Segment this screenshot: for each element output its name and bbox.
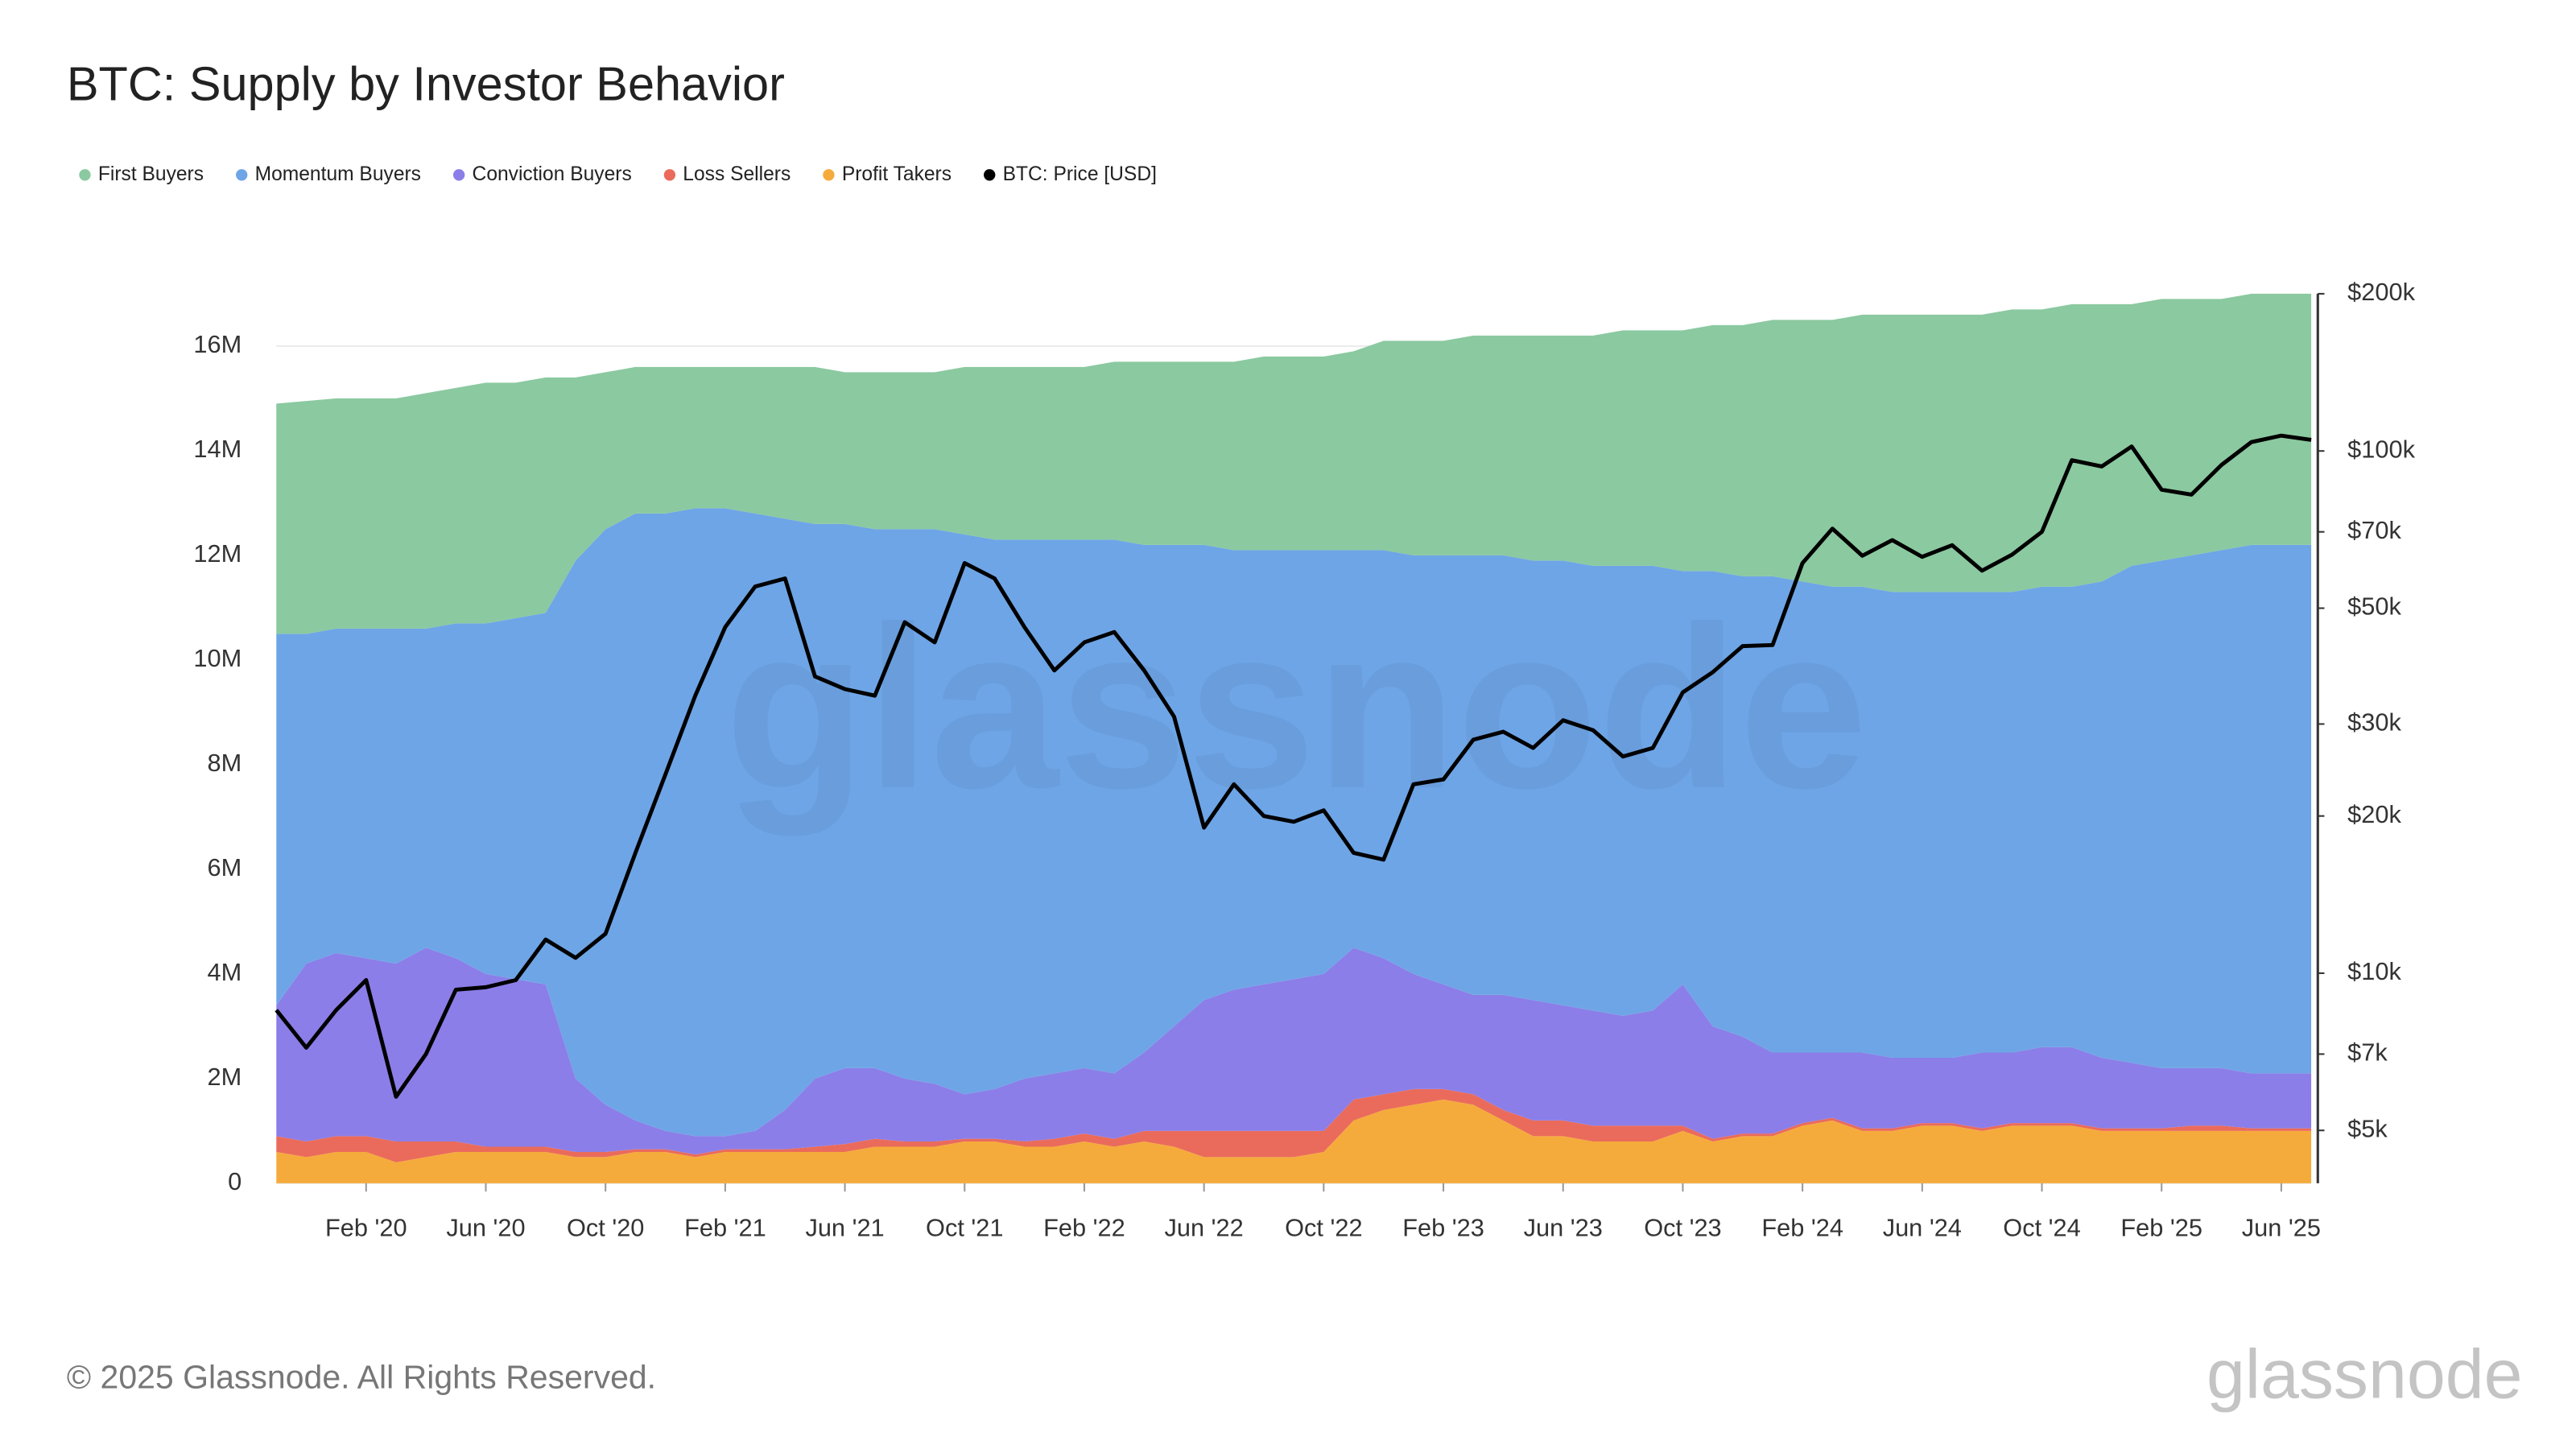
x-tick-label: Feb '25 [2120, 1213, 2202, 1241]
watermark: glassnode [725, 578, 1868, 838]
legend-label: First Buyers [98, 163, 204, 185]
x-tick-label: Jun '22 [1165, 1213, 1244, 1241]
y-tick-label: 4M [208, 958, 242, 986]
y-tick-label: 6M [208, 853, 242, 881]
legend-marker [236, 169, 248, 181]
legend-marker [663, 169, 676, 181]
legend-marker [984, 169, 996, 181]
y2-tick-label: $5k [2347, 1114, 2388, 1142]
legend-marker [452, 169, 465, 181]
x-tick-label: Jun '25 [2242, 1213, 2321, 1241]
legend-label: Conviction Buyers [473, 163, 632, 185]
y2-tick-label: $70k [2347, 516, 2401, 544]
y-tick-label: 16M [193, 330, 242, 358]
x-tick-label: Oct '23 [1644, 1213, 1721, 1241]
y-tick-label: 12M [193, 539, 242, 568]
x-tick-label: Feb '20 [325, 1213, 407, 1241]
y2-tick-label: $50k [2347, 592, 2401, 621]
y2-tick-label: $100k [2347, 435, 2415, 463]
x-tick-label: Jun '24 [1883, 1213, 1962, 1241]
y-tick-label: 2M [208, 1063, 242, 1091]
area [276, 1099, 2312, 1183]
x-tick-label: Oct '20 [567, 1213, 644, 1241]
y2-tick-label: $20k [2347, 800, 2401, 828]
legend-marker [823, 169, 835, 181]
logo: glassnode [2207, 1336, 2523, 1414]
y-tick-label: 0 [228, 1167, 242, 1195]
y-tick-label: 14M [193, 435, 242, 463]
x-tick-label: Feb '21 [684, 1213, 766, 1241]
area [276, 947, 2312, 1155]
x-tick-label: Oct '24 [2003, 1213, 2080, 1241]
price-line [275, 433, 2312, 1099]
legend-label: Momentum Buyers [255, 163, 421, 185]
chart-title: BTC: Supply by Investor Behavior [67, 56, 785, 110]
y-tick-label: 10M [193, 644, 242, 672]
area [276, 1088, 2312, 1162]
x-tick-label: Oct '22 [1285, 1213, 1362, 1241]
x-tick-label: Feb '24 [1761, 1213, 1843, 1241]
plot-overlay: 0 2M 4M 6M 8M 10M 12M 14M 16M $5k $7k $10k $20k $30k $… [193, 278, 2415, 1241]
legend-label: Profit Takers [842, 163, 952, 185]
x-tick-label: Oct '21 [926, 1213, 1003, 1241]
y2-tick-label: $200k [2347, 278, 2415, 306]
copyright: © 2025 Glassnode. All Rights Reserved. [67, 1359, 656, 1396]
plot-areas [276, 293, 2312, 1184]
x-tick-label: Feb '22 [1043, 1213, 1125, 1241]
legend-marker [79, 169, 91, 181]
legend: First Buyers Momentum Buyers Conviction Bu… [79, 163, 1157, 185]
y2-tick-label: $30k [2347, 708, 2401, 737]
x-tick-label: Feb '23 [1402, 1213, 1484, 1241]
y2-tick-label: $7k [2347, 1038, 2388, 1067]
legend-label: BTC: Price [USD] [1003, 163, 1157, 185]
x-tick-label: Jun '23 [1524, 1213, 1603, 1241]
area [276, 293, 2312, 634]
x-tick-label: Jun '21 [805, 1213, 884, 1241]
y2-tick-label: $10k [2347, 957, 2401, 985]
legend-label: Loss Sellers [683, 163, 791, 185]
x-tick-label: Jun '20 [446, 1213, 525, 1241]
y-tick-label: 8M [208, 749, 242, 777]
